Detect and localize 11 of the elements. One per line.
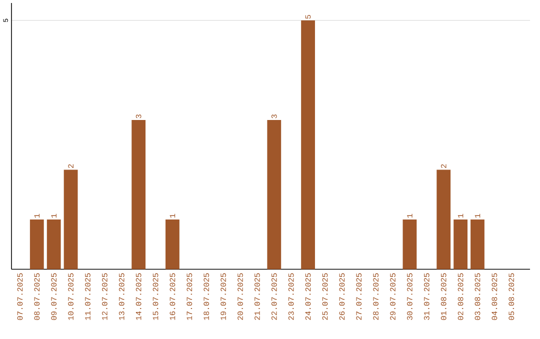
bar: [267, 120, 282, 270]
bar: [30, 219, 44, 270]
bar: [436, 170, 451, 270]
bar: [470, 219, 484, 270]
bar: [301, 20, 315, 270]
bar: [132, 120, 146, 270]
bar: [46, 219, 61, 270]
bar: [64, 170, 78, 270]
bar: [402, 219, 417, 270]
bar: [454, 219, 468, 270]
bar: [166, 219, 180, 270]
